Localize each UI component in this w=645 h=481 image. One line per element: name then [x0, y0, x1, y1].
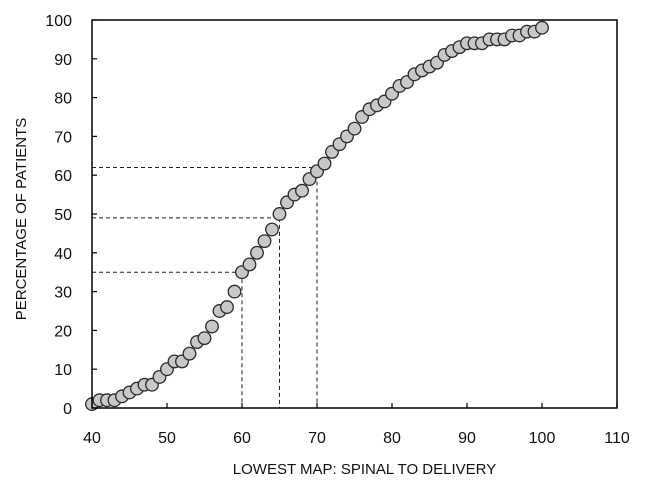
x-tick-label: 110 [604, 430, 630, 447]
y-axis-title: PERCENTAGE OF PATIENTS [13, 118, 30, 321]
data-point [242, 257, 257, 272]
data-point [535, 20, 549, 35]
x-tick-label: 90 [458, 430, 476, 447]
y-tick-label: 30 [54, 285, 72, 302]
y-tick-label: 0 [63, 401, 72, 418]
y-tick-label: 100 [45, 13, 72, 30]
x-axis-title: LOWEST MAP: SPINAL TO DELIVERY [233, 461, 496, 478]
y-axis-ticks: 0 10 20 30 40 50 60 70 80 90 100 [45, 13, 97, 418]
x-tick-label: 50 [158, 430, 176, 447]
data-point [197, 331, 212, 346]
data-point [205, 319, 219, 334]
data-point [227, 284, 242, 299]
y-tick-label: 60 [54, 168, 72, 185]
reference-lines [92, 166, 318, 408]
x-tick-label: 60 [233, 430, 251, 447]
data-point [265, 222, 279, 237]
x-tick-label: 40 [83, 430, 101, 447]
x-tick-label: 80 [383, 430, 401, 447]
x-tick-label: 70 [308, 430, 326, 447]
x-tick-label: 100 [529, 430, 556, 447]
data-point [347, 121, 362, 136]
data-point [257, 234, 272, 249]
data-point [317, 156, 332, 171]
data-point [182, 346, 197, 361]
y-tick-label: 10 [54, 362, 72, 379]
data-point [220, 300, 234, 315]
y-tick-label: 20 [54, 323, 72, 340]
x-axis-ticks: 40 50 60 70 80 90 100 110 [83, 403, 630, 447]
plot-frame [91, 19, 618, 409]
y-tick-label: 40 [54, 246, 72, 263]
y-tick-label: 80 [54, 91, 72, 108]
y-tick-label: 90 [54, 52, 72, 69]
data-point [250, 245, 264, 260]
data-point [272, 207, 287, 221]
y-tick-label: 50 [54, 207, 72, 224]
data-point [295, 183, 309, 198]
y-tick-label: 70 [54, 129, 72, 146]
data-points [85, 20, 549, 412]
